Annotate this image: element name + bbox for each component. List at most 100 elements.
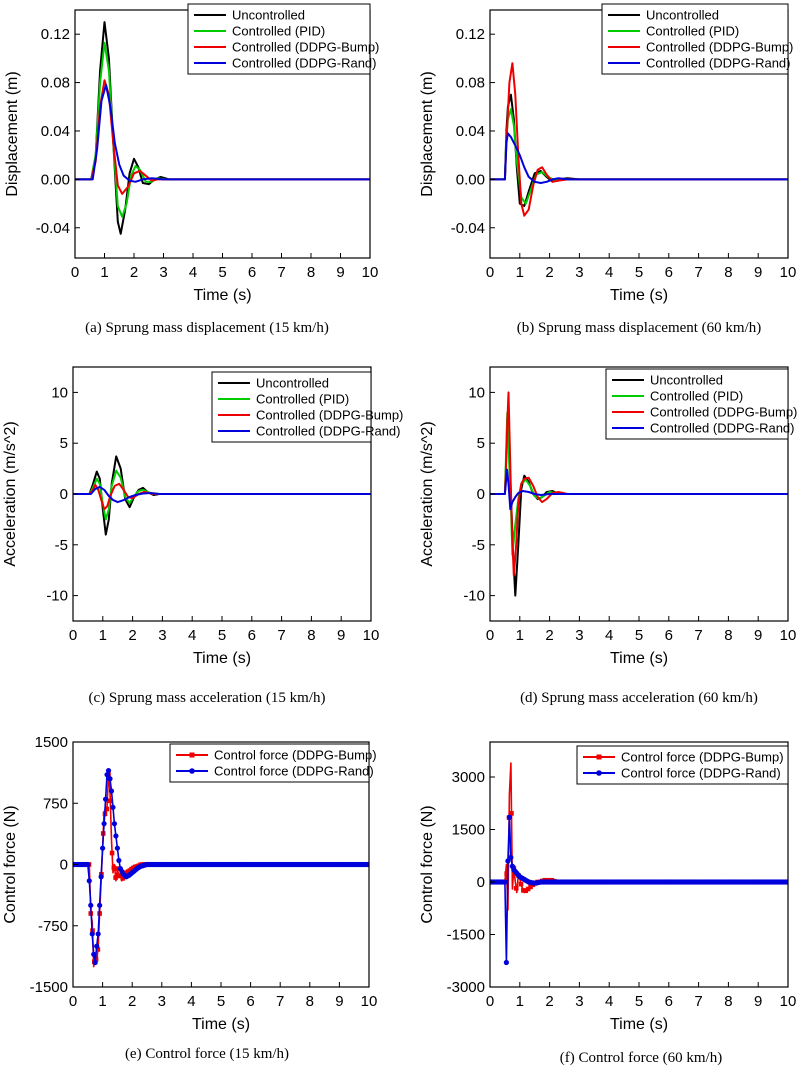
x-tick-label: 9 <box>336 264 344 281</box>
series-marker <box>118 873 124 879</box>
series-line-3 <box>490 391 788 577</box>
series-marker <box>109 850 115 856</box>
series-marker <box>785 879 788 885</box>
series-marker <box>503 959 509 966</box>
series-marker <box>114 845 120 851</box>
series-marker <box>101 821 107 827</box>
legend-label: Control force (DDPG-Rand) <box>621 766 781 781</box>
legend-label: Controlled (DDPG-Bump) <box>256 408 403 423</box>
x-tick-label: 2 <box>130 264 138 281</box>
y-tick-label: 750 <box>43 795 68 812</box>
x-axis-label: Time (s) <box>610 287 668 304</box>
series-marker <box>104 806 110 812</box>
x-tick-label: 5 <box>635 627 643 644</box>
chart-panel-b: 0 1 2 3 4 5 6 7 8 9 10 -0.04 0.00 0.04 0.08 0.12 Time (s… <box>419 3 796 336</box>
series-marker <box>366 861 369 868</box>
y-tick-label: 10 <box>51 384 68 401</box>
legend-label: Controlled (DDPG-Bump) <box>232 40 379 55</box>
figure-caption: (e) Control force (15 km/h) <box>125 1046 289 1062</box>
x-tick-label: 0 <box>486 627 494 644</box>
legend-label: Control force (DDPG-Rand) <box>214 764 374 779</box>
x-tick-label: 1 <box>99 627 107 644</box>
y-tick-label: 0.12 <box>456 26 485 43</box>
y-tick-label: -3000 <box>447 979 485 996</box>
legend-marker <box>596 754 602 760</box>
legend-label: Control force (DDPG-Bump) <box>621 750 784 765</box>
y-tick-label: -0.04 <box>36 220 70 237</box>
series-marker <box>521 888 526 893</box>
x-tick-label: 1 <box>516 264 524 281</box>
x-tick-label: 9 <box>337 627 345 644</box>
legend-label: Uncontrolled <box>650 373 723 388</box>
x-tick-label: 7 <box>276 993 284 1010</box>
x-tick-label: 3 <box>159 264 167 281</box>
y-tick-label: 0.04 <box>41 123 70 140</box>
x-tick-label: 8 <box>307 627 315 644</box>
x-axis-label: Time (s) <box>193 650 251 667</box>
legend-label: Uncontrolled <box>646 8 719 23</box>
x-axis-label: Time (s) <box>192 1016 250 1033</box>
chart-panel-e: 0 1 2 3 4 5 6 7 8 9 10 -1500 -750 0 750 1500 Time (s) Con… <box>2 734 377 1062</box>
series-group <box>73 455 371 536</box>
series-marker <box>518 881 524 887</box>
series-group <box>75 21 370 235</box>
x-tick-label: 6 <box>665 264 673 281</box>
series-line-4 <box>490 132 788 184</box>
y-tick-label: 0 <box>477 874 485 891</box>
x-tick-label: 2 <box>545 264 553 281</box>
y-axis-label: Control force (N) <box>419 805 436 923</box>
x-tick-label: 5 <box>218 627 226 644</box>
series-marker <box>95 947 101 952</box>
chart-panel-c: 0 1 2 3 4 5 6 7 8 9 10 -10 -5 0 5 10 Time (s) Acceleratio… <box>2 366 403 706</box>
x-tick-label: 7 <box>694 264 702 281</box>
x-tick-label: 4 <box>187 993 195 1010</box>
x-tick-label: 7 <box>694 993 702 1010</box>
y-tick-label: -10 <box>46 588 68 605</box>
y-tick-label: -5 <box>472 537 485 554</box>
x-tick-label: 7 <box>277 627 285 644</box>
legend-label: Controlled (PID) <box>646 24 739 39</box>
x-tick-label: 5 <box>218 264 226 281</box>
series-marker <box>107 798 113 804</box>
y-tick-label: 1500 <box>452 822 485 839</box>
series-marker <box>100 845 106 851</box>
x-tick-label: 6 <box>246 993 254 1010</box>
y-tick-label: 5 <box>60 435 68 452</box>
x-tick-label: 9 <box>335 993 343 1010</box>
legend: Control force (DDPG-Bump)Control force (… <box>576 745 789 785</box>
series-marker <box>95 931 101 937</box>
series-marker <box>113 875 118 880</box>
series-marker <box>509 811 514 816</box>
y-axis-label: Acceleration (m/s^2) <box>419 421 436 566</box>
legend-label: Controlled (DDPG-Bump) <box>646 40 793 55</box>
x-tick-label: 10 <box>362 264 379 281</box>
x-tick-label: 3 <box>575 993 583 1010</box>
x-tick-label: 7 <box>694 627 702 644</box>
x-tick-label: 1 <box>516 627 524 644</box>
legend-label: Controlled (DDPG-Rand) <box>232 56 377 71</box>
legend-label: Controlled (PID) <box>232 24 325 39</box>
x-tick-label: 8 <box>306 993 314 1010</box>
series-marker <box>508 854 514 861</box>
x-tick-label: 7 <box>277 264 285 281</box>
series-marker <box>528 884 533 890</box>
figure-caption: (c) Sprung mass acceleration (15 km/h) <box>88 690 325 706</box>
series-line-2 <box>73 469 371 521</box>
y-tick-label: -750 <box>38 918 68 935</box>
series-marker <box>504 871 509 876</box>
x-tick-label: 4 <box>189 264 197 281</box>
figure-caption: (d) Sprung mass acceleration (60 km/h) <box>520 690 758 706</box>
series-marker <box>105 767 112 774</box>
y-tick-label: 0.12 <box>41 26 70 43</box>
y-tick-label: -1500 <box>447 927 485 944</box>
x-tick-label: 0 <box>69 627 77 644</box>
x-tick-label: 1 <box>100 264 108 281</box>
y-tick-label: 3000 <box>452 769 485 786</box>
x-tick-label: 9 <box>754 993 762 1010</box>
series-marker <box>502 879 508 885</box>
x-tick-label: 0 <box>486 264 494 281</box>
figure-caption: (f) Control force (60 km/h) <box>560 1050 722 1066</box>
y-tick-label: 1500 <box>35 734 68 751</box>
